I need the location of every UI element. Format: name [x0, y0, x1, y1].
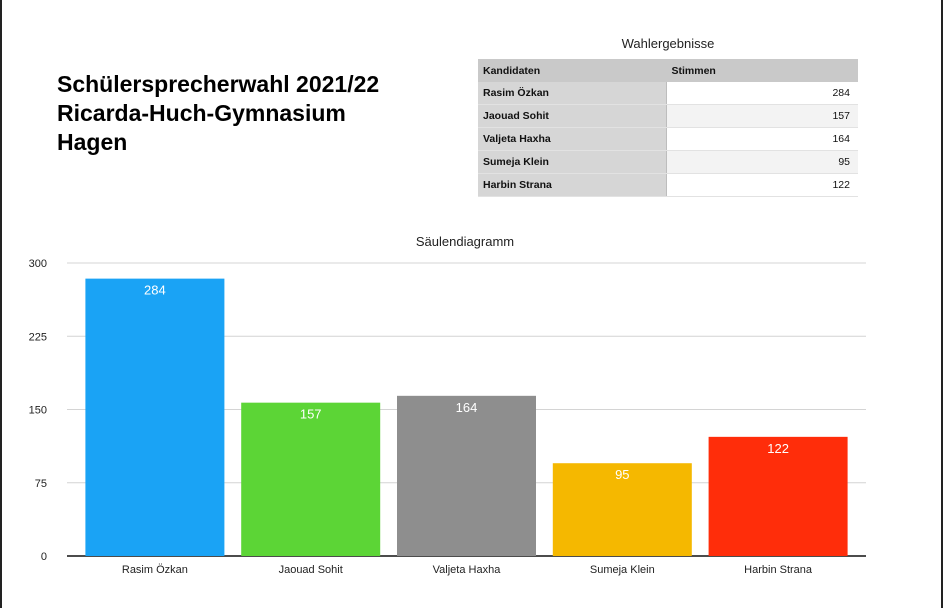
data-label: 122	[767, 441, 789, 456]
bar	[85, 278, 225, 556]
table-row: Harbin Strana 122	[478, 173, 858, 197]
y-tick-label: 0	[41, 551, 47, 563]
column-header-votes: Stimmen	[666, 59, 858, 82]
votes-cell: 122	[666, 173, 858, 197]
title-line-1: Schülersprecherwahl 2021/22	[57, 71, 380, 97]
candidate-name-cell: Rasim Özkan	[478, 82, 667, 105]
chart-title: Säulendiagramm	[415, 234, 515, 249]
table-title: Wahlergebnisse	[621, 36, 715, 51]
table-row: Valjeta Haxha 164	[478, 127, 858, 151]
title-line-3: Hagen	[57, 129, 128, 155]
candidate-name-cell: Jaouad Sohit	[478, 104, 667, 128]
candidate-name-cell: Valjeta Haxha	[478, 127, 667, 151]
table-header-row: Kandidaten Stimmen	[478, 59, 858, 82]
votes-cell: 95	[666, 150, 858, 174]
candidate-name-cell: Sumeja Klein	[478, 150, 667, 174]
x-tick-label: Jaouad Sohit	[279, 564, 343, 576]
results-table-container: Wahlergebnisse Kandidaten Stimmen Rasim …	[478, 36, 858, 197]
data-label: 164	[456, 400, 478, 415]
table-row: Rasim Özkan 284	[478, 82, 858, 105]
x-tick-label: Sumeja Klein	[590, 564, 655, 576]
data-label: 95	[615, 467, 629, 482]
data-label: 284	[144, 283, 166, 298]
column-header-candidates: Kandidaten	[478, 59, 667, 82]
results-table: Kandidaten Stimmen Rasim Özkan 284 Jaoua…	[478, 59, 858, 197]
x-tick-label: Rasim Özkan	[122, 564, 188, 576]
x-tick-label: Valjeta Haxha	[433, 564, 502, 576]
votes-cell: 164	[666, 127, 858, 151]
votes-cell: 157	[666, 104, 858, 128]
y-tick-label: 75	[35, 478, 47, 490]
table-row: Jaouad Sohit 157	[478, 104, 858, 128]
x-tick-label: Harbin Strana	[744, 564, 813, 576]
y-tick-label: 225	[29, 331, 47, 343]
y-tick-label: 150	[29, 405, 47, 417]
bar	[397, 395, 536, 556]
title-line-2: Ricarda-Huch-Gymnasium	[57, 100, 346, 126]
bar	[708, 436, 848, 556]
votes-cell: 284	[666, 82, 858, 105]
y-tick-label: 300	[29, 258, 47, 270]
candidate-name-cell: Harbin Strana	[478, 173, 667, 197]
bar	[552, 463, 692, 556]
data-label: 157	[300, 407, 322, 422]
table-row: Sumeja Klein 95	[478, 150, 858, 174]
bar-chart: 0 75 150 225 300 284 Rasim Özkan 157 Jaouad Sohi…	[29, 258, 866, 576]
page-title: Schülersprecherwahl 2021/22 Ricarda-Huch…	[57, 70, 437, 157]
bar	[241, 402, 381, 556]
